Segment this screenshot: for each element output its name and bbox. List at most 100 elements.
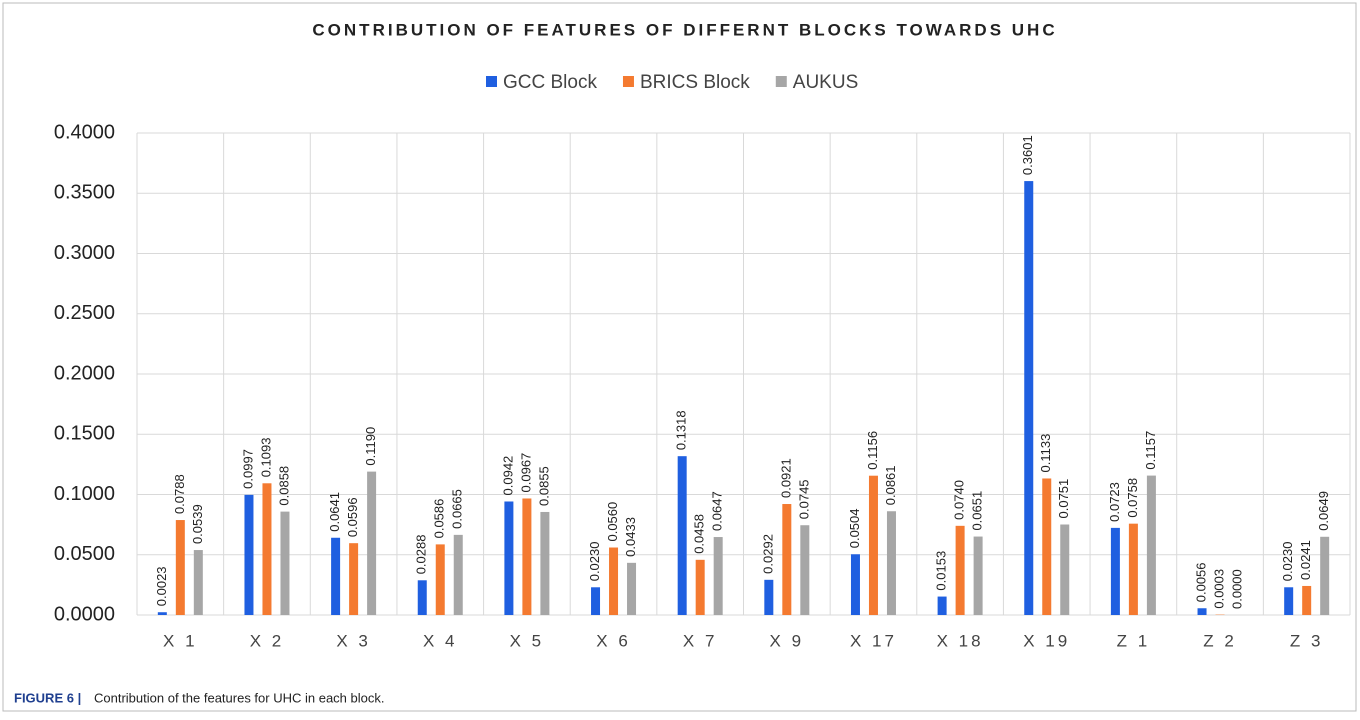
data-label: 0.0751: [1056, 479, 1071, 519]
data-label: 0.0651: [970, 491, 985, 531]
x-tick-label: X 4: [423, 631, 458, 650]
bar: [851, 554, 860, 615]
data-label: 0.3601: [1020, 135, 1035, 175]
bar: [194, 550, 203, 615]
bar: [1042, 478, 1051, 615]
data-label: 0.0586: [432, 499, 447, 539]
bar: [1111, 528, 1120, 615]
x-tick-label: X 1: [163, 631, 198, 650]
bar: [974, 537, 983, 615]
data-label: 0.0921: [778, 458, 793, 498]
bar: [522, 498, 531, 615]
data-label: 0.0241: [1298, 540, 1313, 580]
data-label: 0.0723: [1107, 482, 1122, 522]
bar: [280, 512, 289, 615]
data-label: 0.1190: [363, 427, 378, 466]
data-label: 0.0647: [710, 491, 725, 531]
bar: [1198, 608, 1207, 615]
y-tick-label: 0.3500: [54, 182, 115, 204]
data-label: 0.0292: [760, 534, 775, 574]
y-tick-label: 0.2000: [54, 362, 115, 384]
bar: [436, 544, 445, 615]
bar: [1129, 524, 1138, 615]
data-label: 0.0649: [1316, 491, 1331, 531]
data-label: 0.0788: [172, 474, 187, 514]
data-label: 0.0023: [154, 566, 169, 606]
bar: [678, 456, 687, 615]
legend-label: AUKUS: [793, 72, 858, 93]
data-label: 0.0596: [345, 497, 360, 537]
bar: [454, 535, 463, 615]
bar: [540, 512, 549, 615]
data-label: 0.1133: [1038, 434, 1053, 473]
x-tick-label: Z 3: [1290, 631, 1324, 650]
bar: [800, 525, 809, 615]
bar: [627, 563, 636, 615]
bar: [591, 587, 600, 615]
data-label: 0.0855: [536, 466, 551, 506]
data-label: 0.0288: [414, 535, 429, 575]
data-label: 0.1318: [674, 410, 689, 450]
bar: [244, 495, 253, 615]
y-tick-label: 0.2500: [54, 302, 115, 324]
chart-title: CONTRIBUTION OF FEATURES OF DIFFERNT BLO…: [312, 20, 1057, 39]
bar: [869, 476, 878, 615]
data-label: 0.0230: [1280, 542, 1295, 582]
x-tick-label: X 3: [336, 631, 371, 650]
data-label: 0.0230: [587, 542, 602, 582]
x-tick-label: X 2: [250, 631, 285, 650]
y-tick-label: 0.1000: [54, 483, 115, 505]
legend-label: BRICS Block: [640, 72, 750, 93]
x-tick-label: X 5: [510, 631, 545, 650]
data-label: 0.0056: [1193, 562, 1208, 602]
bar: [1302, 586, 1311, 615]
x-tick-label: X 19: [1023, 631, 1070, 650]
legend-swatch: [776, 76, 787, 87]
data-label: 0.0458: [692, 514, 707, 554]
bar: [158, 612, 167, 615]
x-tick-label: Z 2: [1203, 631, 1237, 650]
bar: [262, 483, 271, 615]
data-label: 0.0003: [1211, 569, 1226, 609]
bar: [764, 580, 773, 615]
legend-swatch: [623, 76, 634, 87]
x-tick-label: X 18: [937, 631, 984, 650]
data-label: 0.0153: [934, 551, 949, 591]
x-tick-label: X 6: [596, 631, 631, 650]
y-tick-label: 0.0000: [54, 603, 115, 625]
data-label: 0.0504: [847, 509, 862, 549]
data-label: 0.0745: [796, 479, 811, 519]
bar: [1147, 476, 1156, 615]
data-label: 0.1156: [865, 431, 880, 470]
data-label: 0.0861: [883, 465, 898, 505]
x-tick-label: Z 1: [1117, 631, 1151, 650]
y-tick-label: 0.0500: [54, 543, 115, 565]
data-label: 0.0858: [276, 466, 291, 506]
data-label: 0.1157: [1143, 431, 1158, 470]
bar: [1024, 181, 1033, 615]
data-label: 0.0641: [327, 492, 342, 532]
x-tick-label: X 7: [683, 631, 718, 650]
data-label: 0.0433: [623, 517, 638, 557]
x-tick-label: X 17: [850, 631, 897, 650]
y-tick-label: 0.4000: [54, 121, 115, 143]
bar: [938, 597, 947, 615]
bar: [367, 472, 376, 615]
data-label: 0.0997: [240, 449, 255, 489]
data-label: 0.1093: [258, 438, 273, 478]
bar: [349, 543, 358, 615]
bar: [331, 538, 340, 615]
data-label: 0.0740: [952, 480, 967, 520]
bar: [956, 526, 965, 615]
bar: [418, 580, 427, 615]
bar: [887, 511, 896, 615]
bar: [1284, 587, 1293, 615]
bar: [504, 501, 513, 615]
data-label: 0.0560: [605, 502, 620, 542]
x-tick-label: X 9: [770, 631, 805, 650]
caption-text: Contribution of the features for UHC in …: [94, 690, 384, 705]
bar: [1320, 537, 1329, 615]
bar: [714, 537, 723, 615]
